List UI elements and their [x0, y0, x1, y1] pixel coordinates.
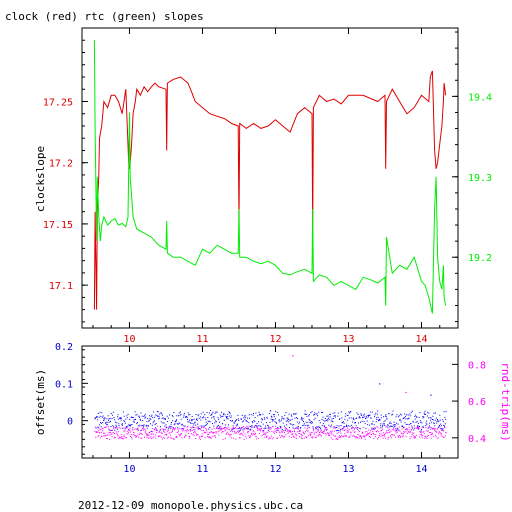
offset-scatter-points	[94, 409, 447, 432]
footer-text: 2012-12-09 monopole.physics.ubc.ca	[78, 499, 303, 512]
bottom-x-tick-label: 14	[415, 464, 427, 475]
top-y-tick-label: 17.2	[49, 159, 73, 170]
offset-outlier-point	[379, 383, 381, 385]
top-y2-tick-label: 19.4	[468, 92, 492, 103]
top-y-tick-label: 17.25	[43, 97, 73, 108]
top-tick-labels: 10 11 12 13 14 17.1 17.15 17.2 17.25 19.2 19.3 19.4	[43, 92, 492, 345]
top-x-tick-label: 14	[415, 334, 427, 345]
top-y-tick-label: 17.15	[43, 220, 73, 231]
bottom-y2-tick-label: 0.4	[468, 434, 486, 445]
bottom-y2-tick-label: 0.6	[468, 397, 486, 408]
bottom-x-tick-label: 10	[123, 464, 135, 475]
bottom-series-group	[94, 355, 447, 440]
bottom-y-tick-label: 0	[67, 417, 73, 428]
bottom-y2-axis-label: rnd-trip(ms)	[499, 362, 512, 441]
top-x-tick-label: 13	[342, 334, 354, 345]
clock-series-line	[93, 70, 447, 310]
roundtrip-outlier-point	[292, 355, 294, 357]
top-y2-tick-label: 19.2	[468, 253, 492, 264]
top-series-group	[93, 40, 447, 314]
top-y2-tick-label: 19.3	[468, 173, 492, 184]
roundtrip-scatter-points	[94, 425, 447, 440]
top-chart-title: clock (red) rtc (green) slopes	[5, 10, 204, 23]
bottom-chart-panel: 10 11 12 13 14 0 0.1 0.2 0.4 0.6 0.8	[55, 342, 486, 475]
top-chart-panel: 10 11 12 13 14 17.1 17.15 17.2 17.25 19.2 19.3 19.4	[43, 27, 492, 345]
bottom-plot-frame	[81, 345, 459, 459]
bottom-tick-labels: 10 11 12 13 14 0 0.1 0.2 0.4 0.6 0.8	[55, 342, 486, 475]
bottom-x-tick-label: 12	[269, 464, 281, 475]
top-x-tick-label: 11	[196, 334, 208, 345]
top-axis-ticks	[82, 28, 459, 328]
bottom-y2-tick-label: 0.8	[468, 360, 486, 371]
bottom-y-axis-label: offset(ms)	[34, 369, 47, 435]
roundtrip-outlier-point	[405, 391, 407, 394]
bottom-y-tick-label: 0.2	[55, 342, 73, 353]
rtc-series-line	[93, 40, 447, 314]
top-y-tick-label: 17.1	[49, 281, 73, 292]
bottom-axis-ticks	[82, 345, 459, 458]
offset-outlier-point	[430, 394, 432, 396]
bottom-x-tick-label: 13	[342, 464, 354, 475]
top-x-tick-label: 10	[123, 334, 135, 345]
bottom-x-tick-label: 11	[196, 464, 208, 475]
top-plot-frame	[81, 27, 459, 329]
bottom-y-tick-label: 0.1	[55, 379, 73, 390]
top-y-axis-label: clockslope	[34, 146, 47, 212]
top-x-tick-label: 12	[269, 334, 281, 345]
